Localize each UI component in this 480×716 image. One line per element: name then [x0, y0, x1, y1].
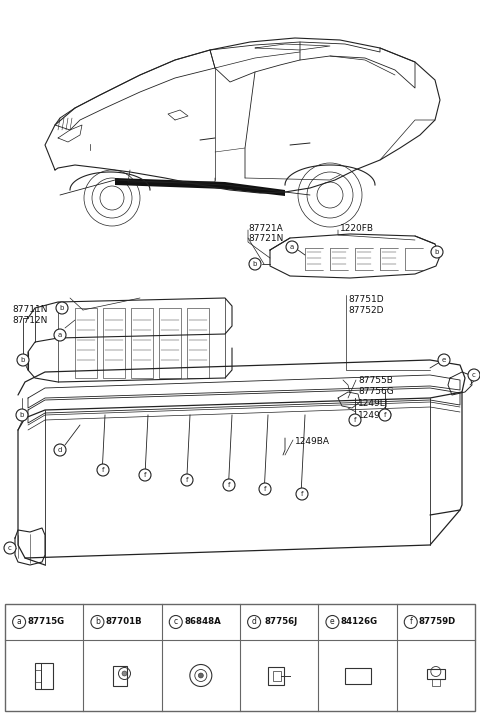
- Text: 87756G: 87756G: [358, 387, 394, 396]
- Text: 1249BA: 1249BA: [295, 437, 330, 446]
- Text: 87755B: 87755B: [358, 376, 393, 385]
- Text: 87721A: 87721A: [248, 224, 283, 233]
- Text: e: e: [330, 617, 335, 626]
- Bar: [131, 308, 153, 378]
- Circle shape: [259, 483, 271, 495]
- Circle shape: [379, 409, 391, 421]
- Circle shape: [12, 616, 25, 629]
- Text: 87711N: 87711N: [12, 305, 48, 314]
- Circle shape: [249, 258, 261, 270]
- Circle shape: [198, 673, 204, 678]
- Text: f: f: [409, 617, 412, 626]
- Circle shape: [97, 464, 109, 476]
- Bar: [268, 667, 284, 684]
- Circle shape: [54, 444, 66, 456]
- Circle shape: [91, 616, 104, 629]
- Text: 84126G: 84126G: [340, 617, 378, 626]
- Circle shape: [223, 479, 235, 491]
- Circle shape: [122, 671, 127, 676]
- Circle shape: [4, 542, 16, 554]
- Text: d: d: [252, 617, 256, 626]
- Text: f: f: [264, 486, 266, 492]
- Text: f: f: [186, 477, 188, 483]
- Circle shape: [248, 616, 261, 629]
- Circle shape: [17, 354, 29, 366]
- Text: c: c: [8, 545, 12, 551]
- Bar: [5, 604, 475, 711]
- Text: e: e: [442, 357, 446, 363]
- Text: 87721N: 87721N: [248, 234, 283, 243]
- Text: 87712N: 87712N: [12, 316, 48, 325]
- Polygon shape: [115, 178, 285, 196]
- Circle shape: [181, 474, 193, 486]
- Text: 87701B: 87701B: [106, 617, 143, 626]
- Text: f: f: [301, 491, 303, 497]
- Text: c: c: [174, 617, 178, 626]
- Text: 87751D: 87751D: [348, 295, 384, 304]
- Text: 87715G: 87715G: [27, 617, 64, 626]
- Text: a: a: [58, 332, 62, 338]
- Bar: [345, 667, 371, 684]
- Circle shape: [286, 241, 298, 253]
- Bar: [103, 308, 125, 378]
- Circle shape: [139, 469, 151, 481]
- Text: d: d: [58, 447, 62, 453]
- Circle shape: [326, 616, 339, 629]
- Text: a: a: [17, 617, 22, 626]
- Circle shape: [438, 354, 450, 366]
- Circle shape: [404, 616, 417, 629]
- Text: f: f: [354, 417, 356, 423]
- Text: a: a: [290, 244, 294, 250]
- Circle shape: [431, 246, 443, 258]
- Circle shape: [56, 302, 68, 314]
- Circle shape: [16, 409, 28, 421]
- Text: b: b: [20, 412, 24, 418]
- Text: c: c: [472, 372, 476, 378]
- Text: f: f: [102, 467, 104, 473]
- Bar: [35, 669, 41, 682]
- Text: 1249LJ: 1249LJ: [358, 399, 388, 408]
- Circle shape: [468, 369, 480, 381]
- Bar: [187, 308, 209, 378]
- Text: b: b: [253, 261, 257, 267]
- Bar: [427, 669, 445, 679]
- Text: 87759D: 87759D: [419, 617, 456, 626]
- Bar: [112, 665, 127, 685]
- Circle shape: [54, 329, 66, 341]
- Text: f: f: [228, 482, 230, 488]
- Text: 1220FB: 1220FB: [340, 224, 374, 233]
- Text: b: b: [435, 249, 439, 255]
- Text: b: b: [60, 305, 64, 311]
- Text: 87752D: 87752D: [348, 306, 384, 315]
- Text: 86848A: 86848A: [184, 617, 221, 626]
- Text: b: b: [95, 617, 100, 626]
- Bar: [159, 308, 181, 378]
- Circle shape: [296, 488, 308, 500]
- Bar: [273, 670, 281, 680]
- Text: f: f: [384, 412, 386, 418]
- Bar: [432, 679, 440, 685]
- Text: f: f: [144, 472, 146, 478]
- Text: 87756J: 87756J: [264, 617, 297, 626]
- Bar: [35, 662, 53, 689]
- Text: 1249LQ: 1249LQ: [358, 411, 393, 420]
- Circle shape: [349, 414, 361, 426]
- Circle shape: [169, 616, 182, 629]
- Bar: [75, 308, 97, 378]
- Text: b: b: [21, 357, 25, 363]
